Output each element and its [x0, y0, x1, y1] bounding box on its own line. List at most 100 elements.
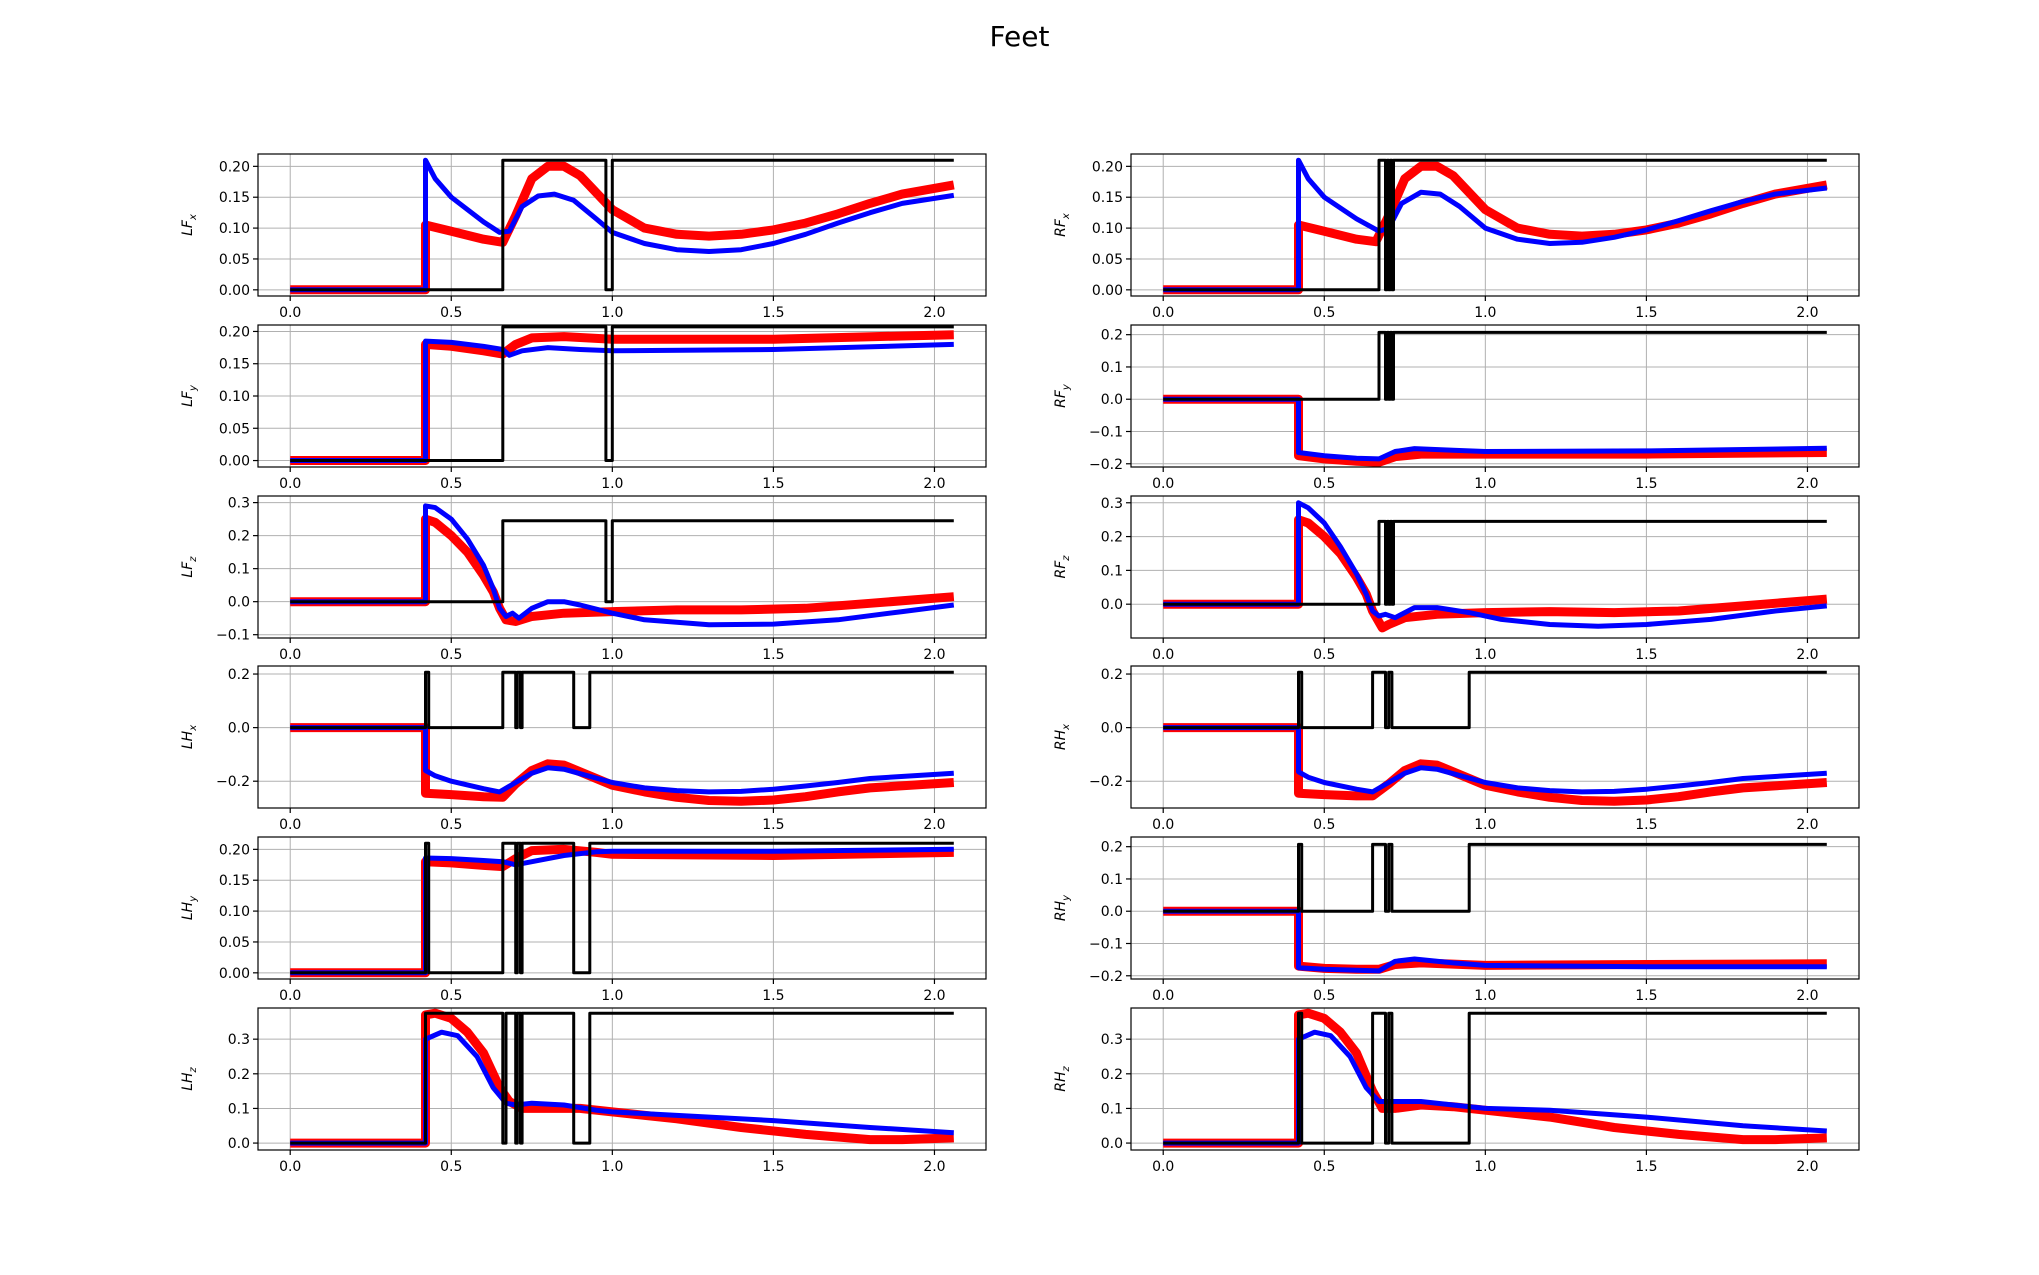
subplot-lhy-ytick-label-1: 0.05 — [219, 935, 250, 951]
subplot-rfz-ytick-label-3: 0.3 — [1101, 496, 1123, 512]
subplot-rhx: 0.0 0.5 1.0 1.5 2.0 −0.2 0.0 0.2 RHx — [1053, 665, 1860, 833]
subplot-rfy-ytick-label-1: −0.1 — [1089, 425, 1123, 441]
subplot-rfy-ytick-label-3: 0.1 — [1101, 360, 1123, 376]
subplot-lfy: 0.0 0.5 1.0 1.5 2.0 0.00 0.05 0.10 0.15 0.20 LFy — [180, 324, 987, 492]
subplot-lhz-ytick-label-2: 0.2 — [228, 1067, 250, 1083]
subplot-rfy-series-blue — [1163, 396, 1827, 462]
subplot-lfx-series-red — [290, 161, 955, 295]
subplot-lhx-xtick-label-0: 0.0 — [279, 817, 301, 833]
subplot-lfy-xtick-label-4: 2.0 — [923, 476, 945, 492]
subplot-lfy-xtick-label-0: 0.0 — [279, 476, 301, 492]
subplot-rhx-series-red — [1163, 723, 1828, 806]
subplot-rfy-xtick-label-4: 2.0 — [1796, 476, 1818, 492]
subplot-rhx-series-black — [1163, 670, 1827, 730]
subplot-rhz-ytick-label-1: 0.1 — [1101, 1101, 1123, 1117]
subplot-lhz-series-blue — [290, 1029, 954, 1146]
subplot-rhy-xtick-label-1: 0.5 — [1313, 988, 1335, 1004]
subplot-rfx-frame — [1130, 153, 1860, 297]
subplot-lfy-ytick-label-4: 0.20 — [219, 324, 250, 340]
subplot-rhz-xtick-label-0: 0.0 — [1152, 1159, 1174, 1175]
subplot-rfx-series-red — [1163, 161, 1828, 295]
subplot-rhz-xtick-label-4: 2.0 — [1796, 1159, 1818, 1175]
subplot-lhx-ytick-label-1: 0.0 — [228, 721, 250, 737]
subplot-lfy-series-black — [290, 325, 954, 462]
subplot-rfz-ytick-label-0: 0.0 — [1101, 597, 1123, 613]
subplot-rfz-series-group — [1163, 500, 1828, 633]
subplot-rfy-series-black — [1163, 330, 1827, 401]
subplot-rfy-xtick-label-2: 1.0 — [1474, 476, 1496, 492]
subplot-lfx-xtick-label-1: 0.5 — [440, 305, 462, 321]
subplot-lhx-xtick-label-4: 2.0 — [923, 817, 945, 833]
subplot-lfz-ytick-label-3: 0.2 — [228, 529, 250, 545]
subplot-lfx: 0.0 0.5 1.0 1.5 2.0 0.00 0.05 0.10 0.15 0.20 LFx — [180, 153, 987, 321]
subplot-lhx-ytick-label-0: −0.2 — [216, 774, 250, 790]
subplot-rhy-series-red — [1163, 906, 1827, 974]
subplot-lhy-xtick-label-3: 1.5 — [762, 988, 784, 1004]
subplot-lfy-series-red — [290, 330, 954, 465]
subplot-rfz-xtick-label-2: 1.0 — [1474, 647, 1496, 663]
subplot-lfz-ytick-label-4: 0.3 — [228, 496, 250, 512]
subplot-lhx-xtick-label-2: 1.0 — [601, 817, 623, 833]
subplot-lhx-xtick-label-3: 1.5 — [762, 817, 784, 833]
subplot-rhx-xtick-label-4: 2.0 — [1796, 817, 1818, 833]
subplot-rfx-series-group — [1163, 157, 1828, 295]
subplot-rhy-xtick-label-2: 1.0 — [1474, 988, 1496, 1004]
subplot-rhy-xtick-label-4: 2.0 — [1796, 988, 1818, 1004]
subplot-rfz-series-red — [1163, 515, 1828, 633]
subplot-rfy-ylabel: RFy — [1053, 383, 1072, 408]
subplot-rhy-frame — [1130, 836, 1860, 980]
subplot-lfz-xtick-label-4: 2.0 — [923, 647, 945, 663]
subplot-lhz-xtick-label-3: 1.5 — [762, 1159, 784, 1175]
subplot-rhy-xtick-label-3: 1.5 — [1635, 988, 1657, 1004]
subplot-rfz-xtick-label-4: 2.0 — [1796, 647, 1818, 663]
subplot-rfx: 0.0 0.5 1.0 1.5 2.0 0.00 0.05 0.10 0.15 0.20 RFx — [1053, 153, 1860, 321]
subplot-lhy-xtick-label-0: 0.0 — [279, 988, 301, 1004]
subplot-rfx-ytick-label-3: 0.15 — [1092, 190, 1123, 206]
subplot-lhy-ytick-label-2: 0.10 — [219, 904, 250, 920]
subplot-rhy-ylabel: RHy — [1053, 894, 1072, 921]
subplot-rhz-series-black — [1163, 1011, 1827, 1145]
subplot-rfy-ytick-label-0: −0.2 — [1089, 457, 1123, 473]
subplot-rfx-xtick-label-0: 0.0 — [1152, 305, 1174, 321]
subplot-lfx-ytick-label-2: 0.10 — [219, 221, 250, 237]
subplot-lhy-ytick-label-0: 0.00 — [219, 966, 250, 982]
subplot-rhy-ytick-label-1: −0.1 — [1089, 937, 1123, 953]
subplot-lhz-ytick-label-0: 0.0 — [228, 1136, 250, 1152]
subplot-rhx-ytick-label-0: −0.2 — [1089, 774, 1123, 790]
subplot-rhx-ytick-label-1: 0.0 — [1101, 721, 1123, 737]
subplot-rhz-ylabel: RHz — [1053, 1065, 1072, 1091]
subplot-lhx-series-black — [290, 670, 954, 730]
subplot-rhz-xtick-label-3: 1.5 — [1635, 1159, 1657, 1175]
subplot-rhx-ytick-label-2: 0.2 — [1101, 667, 1123, 683]
subplot-rfz-xtick-label-3: 1.5 — [1635, 647, 1657, 663]
subplot-lfx-series-group — [290, 157, 955, 295]
subplot-lhy-series-group — [290, 841, 954, 978]
subplot-lfz-xtick-label-2: 1.0 — [601, 647, 623, 663]
subplot-lhz: 0.0 0.5 1.0 1.5 2.0 0.0 0.1 0.2 0.3 LHz — [180, 1007, 987, 1175]
subplot-lfz-ytick-label-0: −0.1 — [216, 628, 250, 644]
subplot-rhx-xtick-label-3: 1.5 — [1635, 817, 1657, 833]
subplot-rfy-xtick-label-0: 0.0 — [1152, 476, 1174, 492]
subplot-lhz-xtick-label-0: 0.0 — [279, 1159, 301, 1175]
subplot-rfx-ytick-label-0: 0.00 — [1092, 283, 1123, 299]
subplot-lfy-series-blue — [290, 338, 954, 463]
subplot-rhy-xtick-label-0: 0.0 — [1152, 988, 1174, 1004]
subplot-rfx-ylabel: RFx — [1053, 213, 1072, 237]
subplot-rfy-ytick-label-4: 0.2 — [1101, 328, 1123, 344]
subplot-lhx-series-group — [290, 670, 955, 806]
subplot-lfy-xtick-label-1: 0.5 — [440, 476, 462, 492]
subplot-rfy-xtick-label-3: 1.5 — [1635, 476, 1657, 492]
subplot-rfy-xtick-label-1: 0.5 — [1313, 476, 1335, 492]
subplot-lhz-ylabel: LHz — [180, 1066, 199, 1090]
subplot-lhz-ytick-label-1: 0.1 — [228, 1101, 250, 1117]
subplot-lfz-xtick-label-1: 0.5 — [440, 647, 462, 663]
subplot-lfx-ytick-label-0: 0.00 — [219, 283, 250, 299]
subplot-lhz-series-red — [290, 1008, 954, 1148]
subplot-rhz-ytick-label-0: 0.0 — [1101, 1136, 1123, 1152]
subplot-lfx-ylabel: LFx — [180, 214, 199, 236]
subplot-lfz-series-black — [290, 519, 954, 604]
subplot-rfx-ytick-label-2: 0.10 — [1092, 221, 1123, 237]
subplot-lfx-xtick-label-2: 1.0 — [601, 305, 623, 321]
subplot-rfx-xtick-label-1: 0.5 — [1313, 305, 1335, 321]
